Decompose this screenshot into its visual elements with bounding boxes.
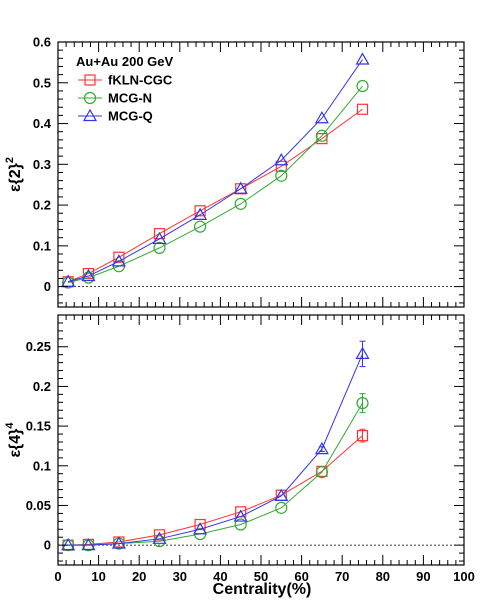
y-tick-label: 0.15 <box>26 419 51 434</box>
top-axis-ticks: 0 0.1 0.2 0.3 0.4 0.5 0.6 <box>33 35 465 307</box>
mcg-q-point <box>81 268 96 282</box>
mcg-n-point <box>234 518 247 531</box>
mcg-n-point <box>153 535 166 548</box>
mcg-q-point <box>274 488 289 502</box>
mcg-n-line <box>68 85 363 284</box>
bottom-y-axis-label: ε{4}4 <box>4 422 24 458</box>
x-tick-label: 0 <box>54 569 61 584</box>
y-tick-label: 0.2 <box>33 379 51 394</box>
x-tick-label: 90 <box>416 569 430 584</box>
mcg-n-point <box>153 241 166 254</box>
mcg-q-point <box>193 207 208 220</box>
x-tick-label: 80 <box>376 569 390 584</box>
mcg-q-point <box>61 274 76 287</box>
legend-mcg-q-marker <box>82 108 98 122</box>
mcg-n-point <box>356 79 369 93</box>
mcg-n-point <box>194 220 207 233</box>
mcg-n-point <box>275 169 288 182</box>
y-tick-label: 0.3 <box>33 157 51 172</box>
mcg-q-point <box>111 536 126 549</box>
fkln-cgc-point <box>194 205 206 217</box>
mcg-q-point <box>314 111 329 124</box>
y-tick-label: 0.2 <box>33 198 51 213</box>
legend: Au+Au 200 GeV fKLN-CGC MCG-N MCG-Q <box>76 54 174 124</box>
mcg-q-point <box>111 254 126 267</box>
top-y-axis-label-sup: 2 <box>4 157 16 163</box>
x-tick-label: 20 <box>132 569 146 584</box>
mcg-n-point <box>234 197 247 210</box>
legend-mcg-q-label: MCG-Q <box>108 109 153 124</box>
mcg-q-line <box>68 59 363 283</box>
mcg-n-point <box>62 276 75 289</box>
mcg-n-point <box>315 466 328 479</box>
x-tick-label: 50 <box>254 569 268 584</box>
mcg-q-point <box>152 231 167 245</box>
panel-top: 0 0.1 0.2 0.3 0.4 0.5 0.6 Au+Au 200 GeV fKLN-C… <box>4 35 465 308</box>
mcg-n-point <box>275 501 288 514</box>
y-tick-label: 0.6 <box>33 35 51 50</box>
bottom-y-axis-label-sup: 4 <box>4 422 16 429</box>
fkln-cgc-point <box>356 103 369 115</box>
top-y-axis-label: ε{2}2 <box>4 157 24 192</box>
legend-mcg-n-marker <box>83 91 97 105</box>
y-tick-label: 0 <box>44 279 51 294</box>
x-tick-label: 70 <box>335 569 349 584</box>
x-tick-label: 40 <box>213 569 227 584</box>
mcg-q-point <box>81 537 96 551</box>
y-tick-label: 0.25 <box>26 339 51 354</box>
mcg-q-point <box>152 531 167 544</box>
legend-mcg-n-label: MCG-N <box>108 91 152 106</box>
legend-fkln-cgc-label: fKLN-CGC <box>108 73 173 88</box>
mcg-n-point <box>356 396 369 410</box>
legend-fkln-cgc-marker <box>84 74 96 86</box>
fkln-cgc-point <box>113 251 125 263</box>
y-tick-label: 0.05 <box>26 498 51 513</box>
mcg-q-point <box>274 153 289 166</box>
fkln-cgc-line <box>68 435 363 546</box>
x-tick-label: 10 <box>91 569 105 584</box>
y-tick-label: 0.1 <box>33 458 51 473</box>
x-tick-label: 100 <box>453 569 475 584</box>
y-tick-label: 0.5 <box>33 75 51 90</box>
legend-title: Au+Au 200 GeV <box>76 54 174 69</box>
mcg-q-point <box>233 181 248 194</box>
mcg-n-point <box>315 129 328 142</box>
x-axis-label: Centrality(%) <box>213 581 312 598</box>
mcg-q-point <box>355 52 370 65</box>
bottom-series-group <box>61 340 370 552</box>
bottom-plot-frame <box>57 314 465 566</box>
top-series-group <box>61 52 370 289</box>
mcg-q-point <box>355 346 370 359</box>
x-tick-label: 60 <box>294 569 308 584</box>
bottom-y-axis-label-base: ε{4} <box>7 429 24 458</box>
y-tick-label: 0.1 <box>33 238 51 253</box>
y-tick-label: 0.4 <box>33 116 52 131</box>
panel-bottom: 0 0.05 0.1 0.15 0.2 0.25 0 10 20 30 40 50 60 70 80 90 10… <box>4 314 475 598</box>
mcg-q-point <box>314 441 329 455</box>
mcg-q-point <box>193 522 208 535</box>
fkln-cgc-point <box>275 160 287 172</box>
fkln-cgc-point <box>153 529 166 541</box>
mcg-q-point <box>233 509 248 522</box>
fkln-cgc-point <box>356 430 369 442</box>
top-y-axis-label-base: ε{2} <box>7 163 24 192</box>
fkln-cgc-line <box>67 108 363 283</box>
x-tick-label: 30 <box>173 569 187 584</box>
mcg-n-line <box>68 402 363 546</box>
mcg-q-line <box>68 353 363 546</box>
y-tick-label: 0 <box>44 538 51 553</box>
top-plot-frame <box>57 41 465 308</box>
bottom-axis-ticks: 0 0.05 0.1 0.15 0.2 0.25 0 10 20 30 40 50 60 70 80 90 10… <box>26 314 475 584</box>
mcg-q-point <box>61 537 76 551</box>
